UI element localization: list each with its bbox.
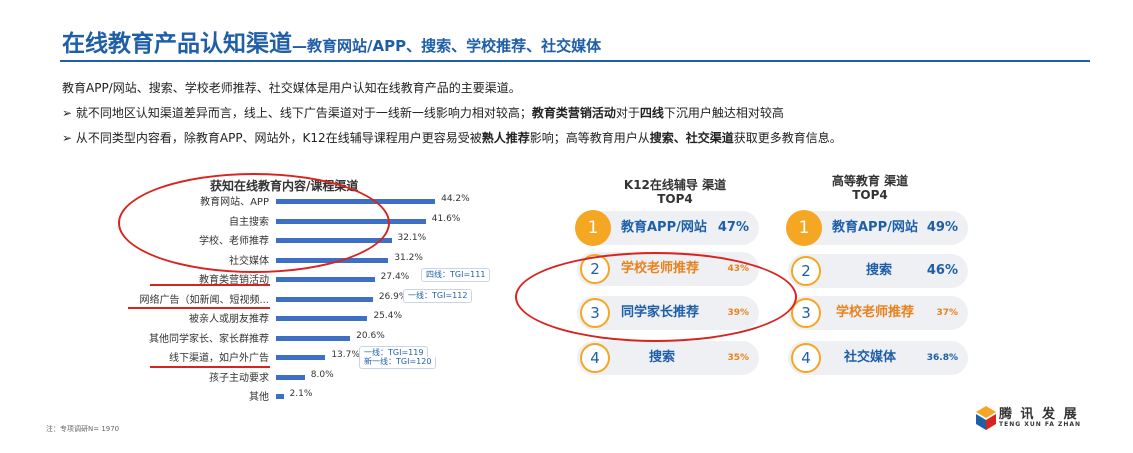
higher-title-line1: 高等教育 渠道 — [831, 174, 909, 188]
rank-number-badge: 4 — [791, 343, 821, 373]
intro-line-1: 教育APP/网站、搜索、学校老师推荐、社交媒体是用户认知在线教育产品的主要渠道。 — [62, 81, 521, 95]
rank-number-badge: 2 — [791, 256, 821, 286]
intro-line-2-a: ➢ 就不同地区认知渠道差异而言，线上、线下广告渠道对于一线新一线影响力相对较高； — [62, 106, 532, 120]
rank-percent-label: 35% — [727, 353, 749, 363]
title-main: 在线教育产品认知渠道 — [62, 31, 292, 57]
title-sub: —教育网站/APP、搜索、学校推荐、社交媒体 — [292, 37, 602, 55]
logo-text-en: TENG XUN FA ZHAN — [999, 421, 1082, 428]
bar-value-label: 41.6% — [431, 213, 461, 224]
underline-marketing — [150, 284, 270, 286]
rank-percent-label: 36.8% — [926, 353, 958, 363]
bar-value-label: 2.1% — [289, 389, 313, 399]
k12-panel-title: K12在线辅导 渠道 TOP4 — [615, 178, 735, 206]
intro-line-2-d: 四线 — [639, 106, 664, 120]
bar-value-label: 13.7% — [331, 350, 360, 360]
intro-line-3-b: 熟人推荐 — [481, 131, 530, 145]
highlight-ellipse-top-channels — [118, 173, 390, 273]
bar-category-label: 被亲人或朋友推荐 — [189, 314, 269, 325]
logo-text-cn: 腾 讯 发 展 — [999, 407, 1079, 422]
higher-rank-item: 3 学校老师推荐 37% — [788, 296, 968, 330]
bar-value-label: 44.2% — [441, 194, 470, 204]
rank-channel-label: 教育APP/网站 — [832, 220, 918, 235]
bar-value-label: 27.4% — [380, 272, 410, 282]
k12-title-line1: K12在线辅导 渠道 — [623, 178, 727, 192]
rank-number-badge: 4 — [580, 343, 610, 373]
tgi-note-tier4: 四线：TGI=111 — [421, 268, 491, 282]
rank-channel-label: 教育APP/网站 — [621, 220, 707, 235]
bar — [276, 394, 284, 399]
tengxun-logo-icon — [976, 406, 996, 430]
intro-line-2: ➢ 就不同地区认知渠道差异而言，线上、线下广告渠道对于一线新一线影响力相对较高；… — [62, 104, 784, 121]
rank-percent-label: 47% — [717, 220, 749, 235]
rank-channel-label: 搜索 — [866, 263, 893, 278]
survey-note: 注：专项调研N= 1970 — [46, 425, 120, 433]
higher-title-line2: TOP4 — [852, 188, 888, 202]
bar-category-label: 其他 — [249, 392, 269, 403]
bar — [276, 296, 373, 302]
brand-logo: 腾 讯 发 展 TENG XUN FA ZHAN — [975, 403, 1085, 435]
intro-line-2-c: 对于 — [615, 106, 640, 120]
bar-category-label: 孩子主动要求 — [209, 372, 269, 384]
underline-offline — [150, 366, 270, 368]
bar — [276, 277, 375, 282]
higher-rank-item: 2 搜索 46% — [788, 254, 968, 288]
bar-value-label: 32.1% — [397, 233, 427, 243]
intro-line-3-c: 影响；高等教育用户从 — [529, 131, 650, 145]
tgi-note-offline-newtier1: 新一线：TGI=120 — [359, 357, 437, 369]
title-divider — [60, 60, 1090, 62]
rank-percent-label: 37% — [936, 308, 958, 318]
k12-rank-item: 4 搜索 35% — [577, 341, 759, 375]
intro-line-3: ➢ 从不同类型内容看，除教育APP、网站外，K12在线辅导课程用户更容易受被熟人… — [62, 129, 842, 146]
rank-percent-label: 49% — [926, 220, 958, 235]
intro-line-3-e: 获取更多教育信息。 — [733, 131, 842, 145]
k12-rank-item: 1 教育APP/网站 47% — [575, 210, 759, 246]
bar-value-label: 20.6% — [356, 330, 385, 341]
bar-category-label: 线下渠道，如户外广告 — [169, 353, 269, 364]
tgi-note-tier1: 一线：TGI=112 — [403, 289, 473, 303]
intro-line-2-b: 教育类营销活动 — [531, 106, 616, 120]
bar — [276, 335, 351, 341]
rank-channel-label: 学校老师推荐 — [836, 305, 915, 320]
bar — [276, 374, 305, 380]
rank-number-badge: 1 — [786, 210, 822, 246]
bar-category-label: 网络广告（如新闻、短视频... — [139, 294, 269, 306]
bar-category-label: 教育类营销活动 — [199, 275, 269, 286]
higher-rank-item: 4 社交媒体 36.8% — [788, 341, 968, 375]
intro-line-3-a: ➢ 从不同类型内容看，除教育APP、网站外，K12在线辅导课程用户更容易受被 — [62, 131, 482, 145]
bar — [276, 316, 368, 321]
k12-title-line2: TOP4 — [657, 192, 693, 206]
bar — [276, 355, 326, 360]
rank-number-badge: 1 — [575, 210, 611, 246]
rank-channel-label: 搜索 — [649, 350, 676, 365]
bar-value-label: 26.9% — [378, 291, 408, 302]
higher-panel-title: 高等教育 渠道 TOP4 — [810, 174, 930, 202]
underline-online-ads — [128, 307, 270, 309]
rank-channel-label: 社交媒体 — [844, 350, 897, 365]
rank-percent-label: 46% — [926, 263, 958, 278]
higher-rank-item: 1 教育APP/网站 49% — [786, 210, 968, 246]
bar-value-label: 31.2% — [394, 252, 423, 263]
page-title: 在线教育产品认知渠道—教育网站/APP、搜索、学校推荐、社交媒体 — [62, 24, 601, 58]
bar-value-label: 25.4% — [373, 311, 403, 321]
bar-category-label: 其他同学家长、家长群推荐 — [149, 333, 269, 345]
highlight-ellipse-referrals — [515, 252, 797, 342]
intro-line-3-d: 搜索、社交渠道 — [649, 131, 734, 145]
rank-number-badge: 3 — [791, 298, 821, 328]
intro-line-2-e: 下沉用户触达相对较高 — [663, 106, 784, 120]
bar-value-label: 8.0% — [310, 369, 334, 380]
tgi-note-offline-tier1: 一线：TGI=119 — [359, 346, 429, 358]
